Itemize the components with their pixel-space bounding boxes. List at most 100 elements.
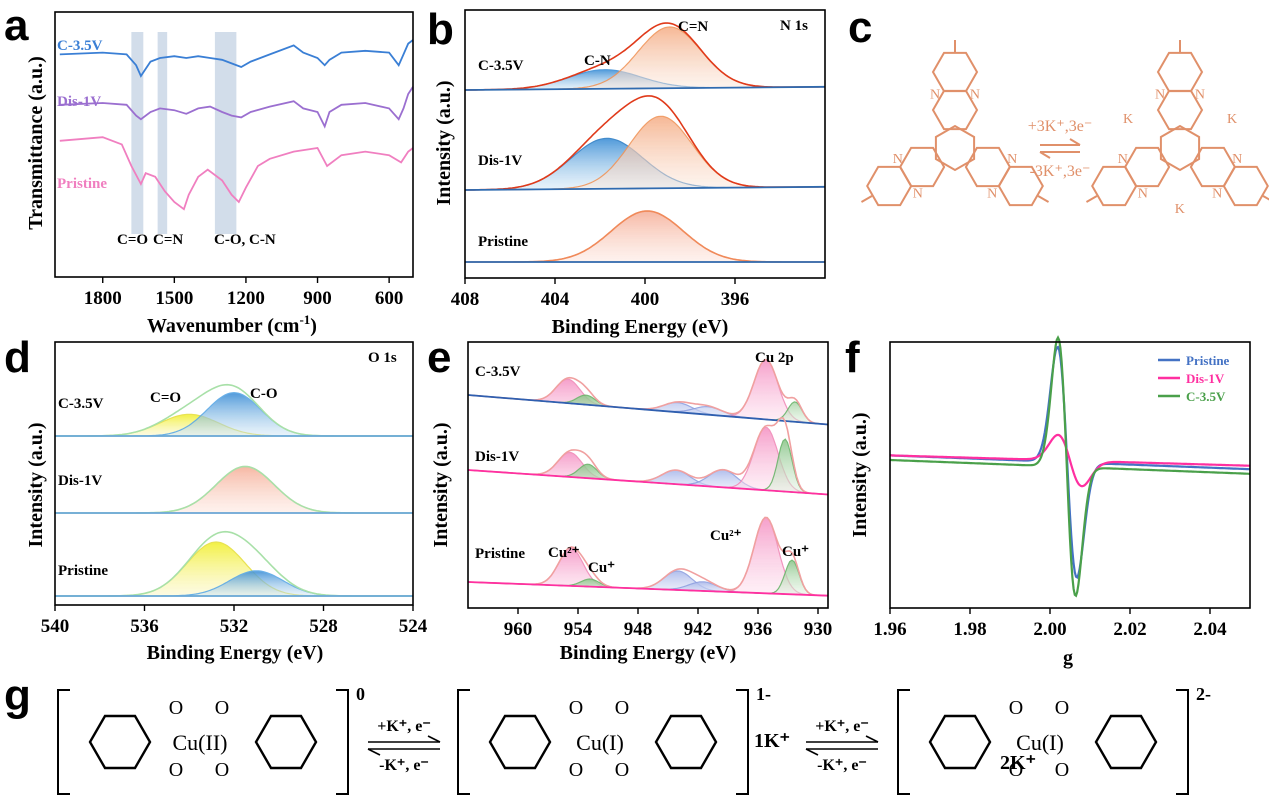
oxygen-atom: O <box>215 697 229 719</box>
y-axis-title-d: Intensity (a.u.) <box>25 422 47 547</box>
series-line-Dis-1V <box>890 433 1251 488</box>
baseline-C-3.5V <box>464 85 826 91</box>
bracket-left <box>57 689 70 795</box>
oxygen-atom: O <box>1055 759 1069 781</box>
epr-spectra <box>890 335 1251 598</box>
xps-n1s: C-3.5V Dis-1V Pristine <box>464 22 826 263</box>
axis-d-tick-label: 540 <box>41 616 70 637</box>
axis-e-frame <box>467 341 829 609</box>
series-label-Pristine: Pristine <box>475 546 525 562</box>
nitrogen-atom: N <box>1118 152 1128 167</box>
oxygen-atom: O <box>615 697 629 719</box>
nitrogen-atom: N <box>913 186 923 201</box>
ring <box>1222 165 1269 207</box>
peak-label-cn-single: C-N <box>584 53 611 69</box>
potassium-atom: K <box>1227 112 1237 127</box>
panel-c: c N N N N N N N N K N N K N N K +3K⁺,3e⁻ -3K⁺,3e⁻ <box>848 3 1269 217</box>
axis-e-tick-label: 954 <box>564 619 593 640</box>
band-label-cn: C=N <box>153 232 183 248</box>
x-axis-title-f: g <box>1063 647 1073 669</box>
axis-a-tick-label: 900 <box>303 288 332 309</box>
series-line-C-3.5V <box>59 39 414 78</box>
ring <box>964 146 1012 188</box>
potassium-atom: K <box>1175 202 1185 217</box>
backward-reaction-label-g1: -K⁺, e⁻ <box>379 757 429 774</box>
potassium-atom: K <box>1123 112 1133 127</box>
backward-reaction-label-c: -3K⁺,3e⁻ <box>1030 163 1091 180</box>
series-label-C-3.5V: C-3.5V <box>58 396 104 412</box>
nitrogen-atom: N <box>1212 186 1222 201</box>
forward-reaction-label-c: +3K⁺,3e⁻ <box>1028 118 1093 135</box>
benzene-ring <box>1094 714 1158 770</box>
axis-a-frame <box>54 11 414 278</box>
series-label-C-3.5V: C-3.5V <box>57 38 103 54</box>
nitrogen-atom: N <box>987 186 997 201</box>
ring <box>1123 146 1171 188</box>
methyl-stub <box>860 195 873 203</box>
oxygen-atom: O <box>215 759 229 781</box>
axis-b-tick-label: 408 <box>451 289 480 310</box>
axes-e: 960 954 948 942 936 930 <box>467 341 833 640</box>
series-labels: C-3.5V Dis-1V Pristine <box>57 38 107 192</box>
y-axis-title-a: Transmittance (a.u.) <box>25 56 47 230</box>
y-axis-title-e: Intensity (a.u.) <box>430 422 452 547</box>
series-label-Dis-1V: Dis-1V <box>58 473 102 489</box>
oxygen-atom: O <box>1009 759 1023 781</box>
copper-center: Cu(II) <box>173 730 228 755</box>
ring <box>1156 51 1204 93</box>
axis-f-tick-label: 2.04 <box>1193 619 1227 640</box>
core-label-d: O 1s <box>368 350 397 366</box>
oxygen-atom: O <box>1009 697 1023 719</box>
benzene-ring <box>928 714 992 770</box>
panel-label-f: f <box>845 333 860 382</box>
oxygen-atom: O <box>569 759 583 781</box>
panel-label-d: d <box>4 333 31 382</box>
band-highlight <box>157 32 168 234</box>
series-label-Pristine: Pristine <box>57 176 107 192</box>
axis-f-tick-label: 1.98 <box>953 619 986 640</box>
ring <box>866 165 913 207</box>
xps-cu2p: C-3.5V Dis-1V Pristine <box>467 358 829 597</box>
axis-e-tick-label: 930 <box>804 619 833 640</box>
axis-a-tick-label: 1500 <box>155 288 193 309</box>
baseline-Dis-1V <box>467 469 829 496</box>
ring <box>934 124 976 172</box>
y-axis-title-b: Intensity (a.u.) <box>433 80 455 205</box>
unit-charge: 0 <box>356 684 365 704</box>
ring <box>931 51 979 93</box>
panel-label-c: c <box>848 3 872 52</box>
axis-b-tick-label: 400 <box>631 289 660 310</box>
series-label-Dis-1V: Dis-1V <box>57 94 101 110</box>
benzene-ring <box>88 714 152 770</box>
peak-C-3.5V-1 <box>55 391 413 437</box>
axis-f-tick-label: 2.00 <box>1033 619 1066 640</box>
oxygen-atom: O <box>615 759 629 781</box>
reaction-arrows-g <box>367 735 879 756</box>
axis-e-tick-label: 942 <box>684 619 713 640</box>
ring <box>1189 146 1237 188</box>
band-label-co: C=O <box>117 232 148 248</box>
band-highlights <box>131 32 237 234</box>
panel-label-a: a <box>4 1 29 50</box>
oxygen-atom: O <box>169 697 183 719</box>
peak-label-cu2-b: Cu²⁺ <box>710 528 742 544</box>
benzene-ring <box>488 714 552 770</box>
xps-o1s: C-3.5V Dis-1V Pristine <box>55 383 413 597</box>
axis-e-tick-label: 936 <box>744 619 773 640</box>
benzene-ring <box>254 714 318 770</box>
peak-label-cu2-a: Cu²⁺ <box>548 545 580 561</box>
bracket-left <box>457 689 470 795</box>
axis-b-tick-label: 396 <box>721 289 750 310</box>
methyl-stub <box>1262 195 1269 201</box>
series-line-Dis-1V <box>59 86 414 129</box>
bracket-right <box>1176 689 1189 795</box>
axis-a-tick-label: 600 <box>375 288 404 309</box>
ftir-series <box>59 39 414 211</box>
ring <box>898 146 946 188</box>
series-label-Pristine: Pristine <box>478 234 528 250</box>
legend-label-Pristine: Pristine <box>1186 353 1230 368</box>
hatn-molecule-neutral: N N N N N N <box>860 40 1050 207</box>
